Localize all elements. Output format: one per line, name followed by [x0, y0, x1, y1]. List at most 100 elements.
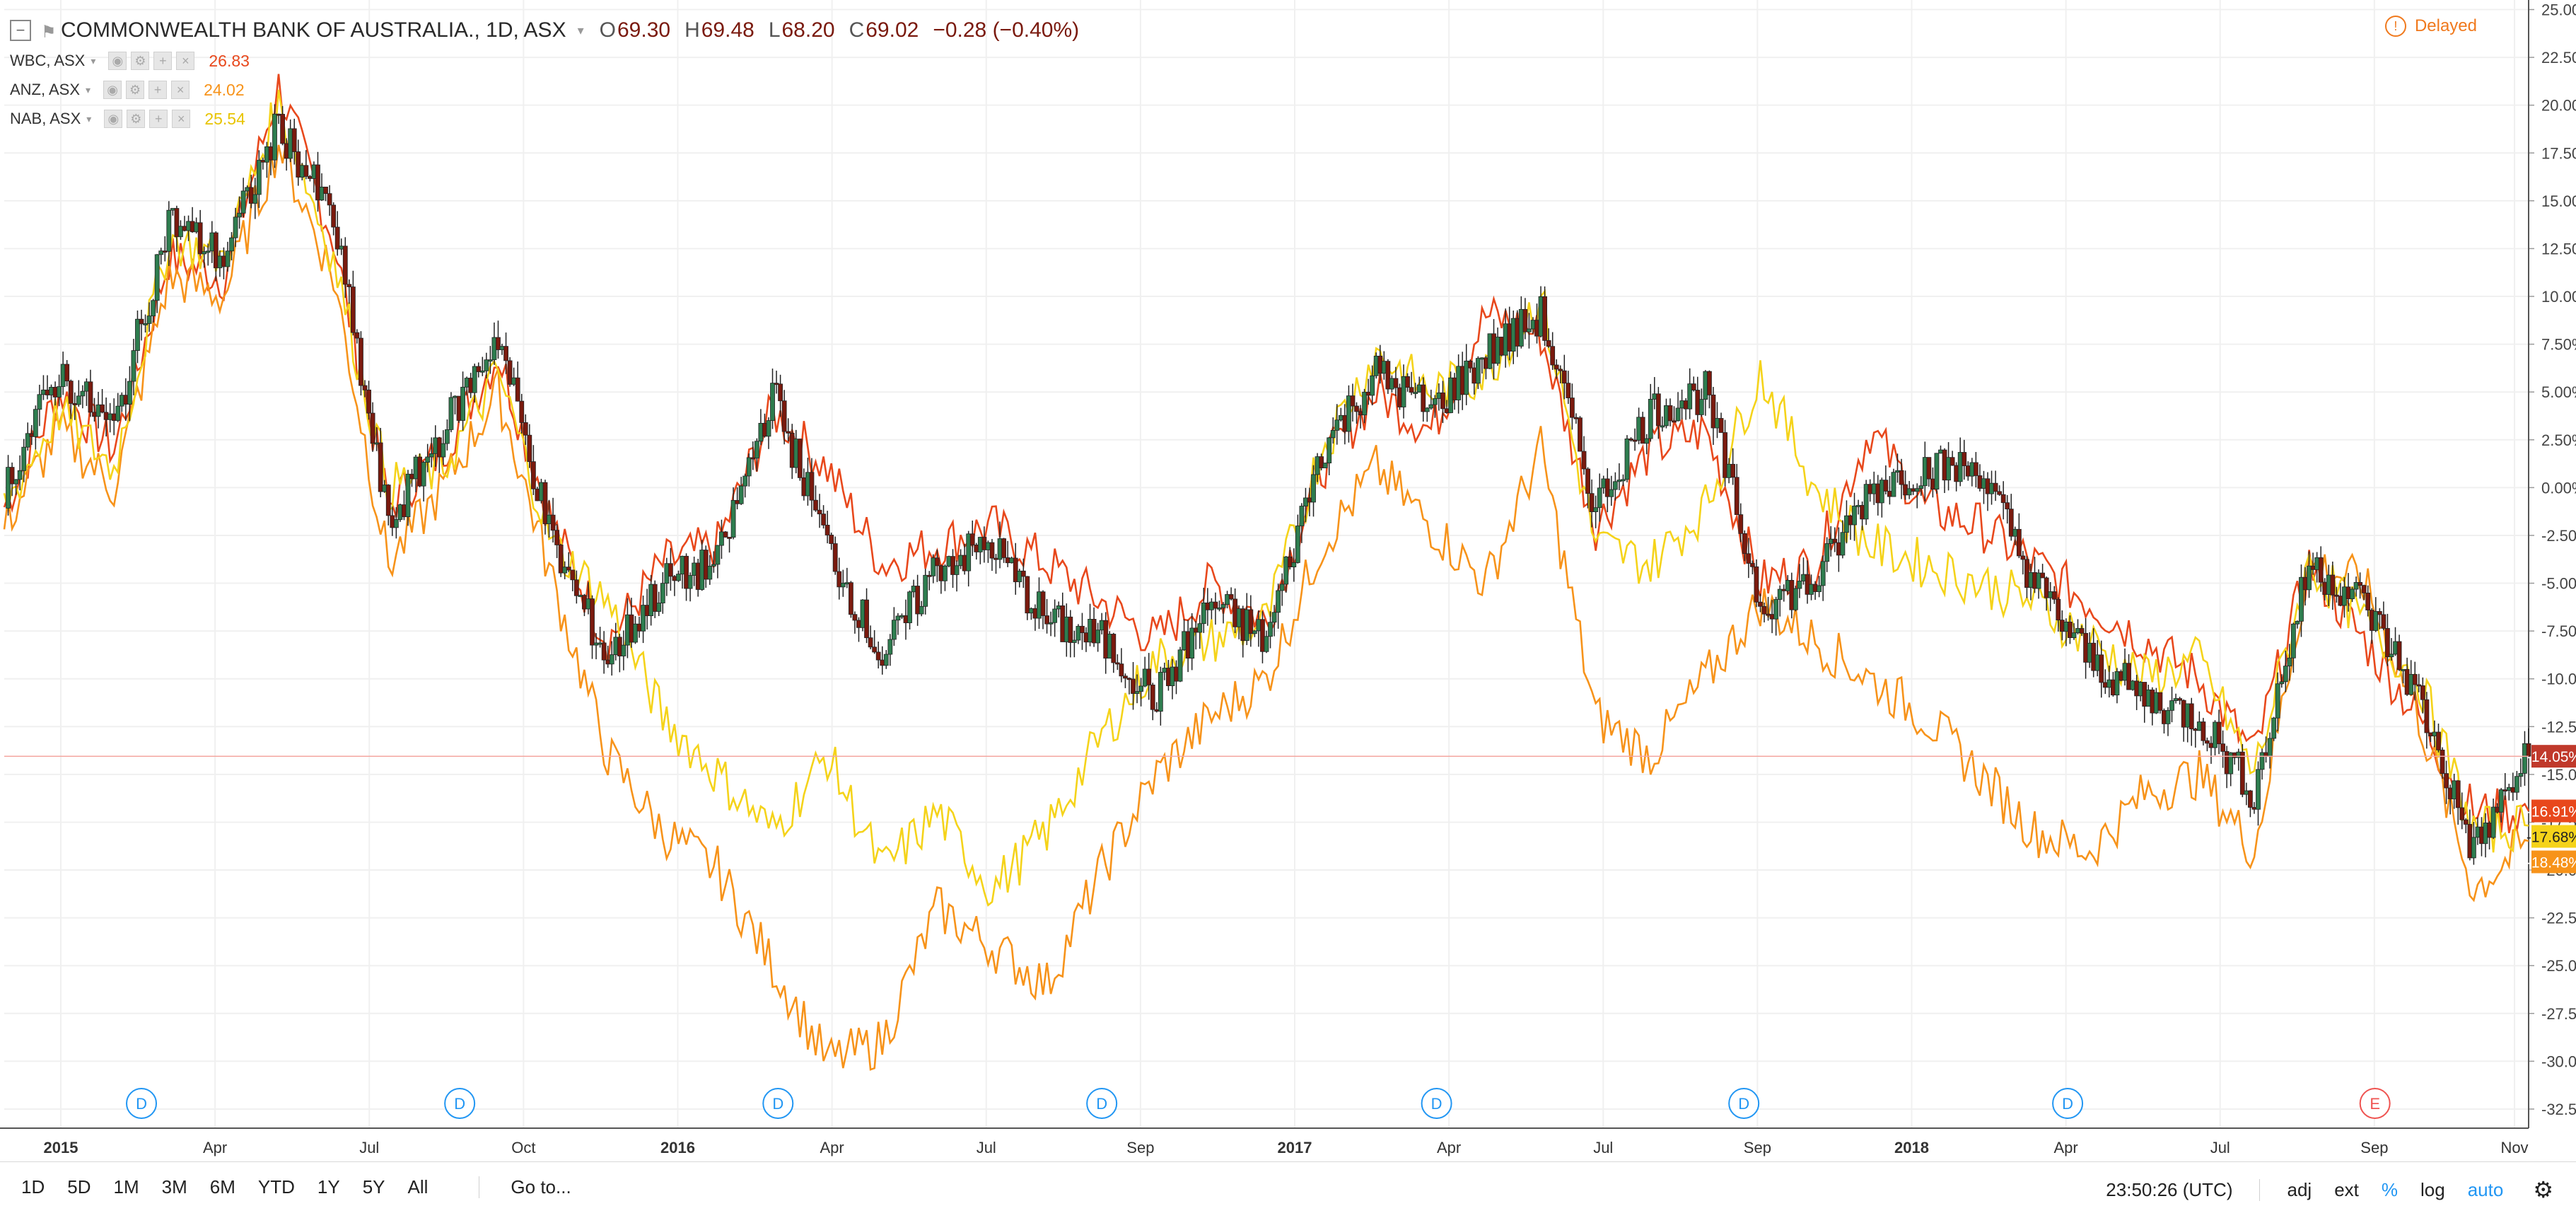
candle-body — [1319, 456, 1324, 468]
range-1y-button[interactable]: 1Y — [317, 1176, 340, 1197]
candle-body — [342, 245, 348, 285]
candle-body — [2145, 689, 2151, 707]
event-marker[interactable] — [2052, 1088, 2084, 1119]
candle-body — [2165, 709, 2171, 724]
close-icon[interactable]: × — [176, 52, 195, 70]
candle-body — [1844, 515, 1849, 533]
add-icon[interactable]: + — [148, 81, 168, 99]
event-marker[interactable] — [444, 1088, 476, 1119]
settings-icon[interactable]: ⚙ — [127, 110, 146, 128]
delayed-badge[interactable]: ! Delayed — [2384, 16, 2477, 37]
close-icon[interactable]: × — [172, 110, 191, 128]
candle-body — [1550, 346, 1556, 366]
event-marker[interactable] — [1421, 1088, 1452, 1119]
candle-body — [2310, 565, 2316, 570]
candle-body — [1060, 605, 1066, 642]
candle-body — [346, 284, 352, 288]
candle-body — [1491, 333, 1496, 364]
candle-body — [2102, 682, 2108, 688]
eye-icon[interactable]: ◉ — [108, 52, 127, 70]
eye-icon[interactable]: ◉ — [104, 110, 123, 128]
event-marker[interactable] — [762, 1088, 794, 1119]
chevron-down-icon[interactable]: ▾ — [86, 112, 92, 124]
candle-body — [460, 386, 465, 421]
goto-button[interactable]: Go to... — [479, 1176, 571, 1198]
legend-wbc[interactable]: WBC, ASX ▾ ◉ ⚙ + × 26.83 — [10, 48, 250, 74]
chevron-down-icon[interactable]: ▾ — [86, 83, 91, 95]
event-marker[interactable] — [2359, 1088, 2391, 1119]
candle-body — [2216, 721, 2222, 745]
bottom-toolbar: 1D 5D 1M 3M 6M YTD 1Y 5Y All Go to... 23… — [0, 1161, 2576, 1218]
range-ytd-button[interactable]: YTD — [257, 1176, 295, 1197]
candle-body — [1252, 630, 1257, 634]
symbol-title[interactable]: COMMONWEALTH BANK OF AUSTRALIA., 1D, ASX — [61, 18, 566, 42]
event-marker[interactable] — [1728, 1088, 1760, 1119]
candle-body — [1248, 609, 1254, 634]
chevron-down-icon[interactable]: ▾ — [91, 54, 96, 66]
candle-body — [1260, 619, 1265, 652]
candle-body — [805, 472, 810, 497]
settings-icon[interactable]: ⚙ — [126, 81, 145, 99]
candle-body — [139, 318, 144, 325]
candle-body — [1820, 561, 1826, 586]
candle-body — [1365, 391, 1371, 396]
range-5y-button[interactable]: 5Y — [362, 1176, 385, 1197]
event-marker[interactable] — [1086, 1088, 1118, 1119]
legend-anz[interactable]: ANZ, ASX ▾ ◉ ⚙ + × 24.02 — [10, 77, 245, 103]
range-5d-button[interactable]: 5D — [67, 1176, 91, 1197]
range-1m-button[interactable]: 1M — [113, 1176, 139, 1197]
candle-body — [2283, 666, 2288, 683]
collapse-icon[interactable]: − — [10, 20, 31, 41]
candle-body — [923, 574, 928, 607]
range-all-button[interactable]: All — [407, 1176, 429, 1197]
candle-body — [1715, 418, 1720, 429]
range-3m-button[interactable]: 3M — [161, 1176, 187, 1197]
candle-body — [2342, 586, 2347, 606]
candle-body — [429, 453, 434, 458]
range-1d-button[interactable]: 1D — [21, 1176, 45, 1197]
settings-icon[interactable]: ⚙ — [131, 52, 150, 70]
price-chart[interactable]: 25.00% 22.50% 20.00% 17.50% 15.00% 12.50% 10.0… — [0, 0, 2576, 1161]
legend-nab[interactable]: NAB, ASX ▾ ◉ ⚙ + × 25.54 — [10, 106, 245, 132]
candle-body — [872, 646, 878, 653]
candle-body — [2463, 819, 2469, 825]
candle-body — [1381, 361, 1387, 374]
percent-toggle[interactable]: % — [2381, 1178, 2398, 1200]
candle-body — [2106, 679, 2112, 688]
candle-body — [1887, 491, 1892, 497]
candle-body — [1554, 364, 1559, 370]
candle-body — [2099, 654, 2104, 683]
candle-body — [1456, 366, 1462, 400]
chevron-down-icon[interactable]: ▾ — [577, 23, 584, 37]
candle-body — [1534, 320, 1539, 337]
event-marker[interactable] — [126, 1088, 158, 1119]
flag-icon[interactable]: ⚑ — [41, 23, 57, 42]
ext-toggle[interactable]: ext — [2334, 1178, 2359, 1200]
range-6m-button[interactable]: 6M — [209, 1176, 235, 1197]
close-icon[interactable]: × — [171, 81, 190, 99]
candle-body — [2295, 620, 2300, 625]
candle-body — [860, 599, 866, 628]
candle-body — [1338, 414, 1344, 421]
candle-body — [641, 605, 646, 632]
x-tick-label: Jul — [2210, 1139, 2230, 1156]
candle-body — [1444, 408, 1450, 413]
candle-body — [1479, 357, 1485, 360]
candle-body — [1025, 576, 1030, 614]
log-toggle[interactable]: log — [2420, 1178, 2445, 1200]
delayed-label: Delayed — [2414, 16, 2477, 35]
adj-toggle[interactable]: adj — [2287, 1178, 2312, 1200]
candle-body — [84, 381, 89, 392]
add-icon[interactable]: + — [149, 110, 168, 128]
add-icon[interactable]: + — [153, 52, 173, 70]
candle-body — [1683, 400, 1689, 410]
candle-body — [977, 537, 983, 552]
auto-toggle[interactable]: auto — [2467, 1178, 2504, 1200]
utc-clock[interactable]: 23:50:26 (UTC) — [2106, 1178, 2261, 1201]
candle-body — [2051, 591, 2057, 600]
candle-body — [182, 226, 187, 231]
eye-icon[interactable]: ◉ — [103, 81, 122, 99]
candle-body — [1088, 618, 1092, 643]
gear-icon[interactable]: ⚙ — [2533, 1177, 2553, 1202]
